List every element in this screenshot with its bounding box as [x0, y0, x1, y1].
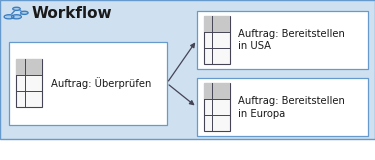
- Bar: [197, 78, 368, 136]
- Text: Auftrag: Überprüfen: Auftrag: Überprüfen: [51, 77, 151, 89]
- Bar: [9, 42, 167, 125]
- FancyBboxPatch shape: [0, 0, 375, 139]
- Circle shape: [12, 15, 21, 19]
- Bar: [204, 16, 230, 64]
- Bar: [204, 83, 230, 131]
- Bar: [16, 59, 42, 75]
- Circle shape: [21, 11, 28, 14]
- Circle shape: [22, 12, 27, 14]
- Circle shape: [4, 15, 14, 19]
- Bar: [197, 11, 368, 69]
- Circle shape: [6, 16, 12, 18]
- Bar: [204, 83, 230, 99]
- Text: Auftrag: Bereitstellen
in USA: Auftrag: Bereitstellen in USA: [238, 29, 345, 51]
- Text: Workflow: Workflow: [32, 6, 112, 21]
- Circle shape: [13, 16, 20, 18]
- Circle shape: [13, 7, 20, 10]
- Text: Auftrag: Bereitstellen
in Europa: Auftrag: Bereitstellen in Europa: [238, 96, 345, 119]
- Bar: [204, 16, 230, 32]
- Circle shape: [14, 8, 19, 10]
- Bar: [16, 59, 42, 107]
